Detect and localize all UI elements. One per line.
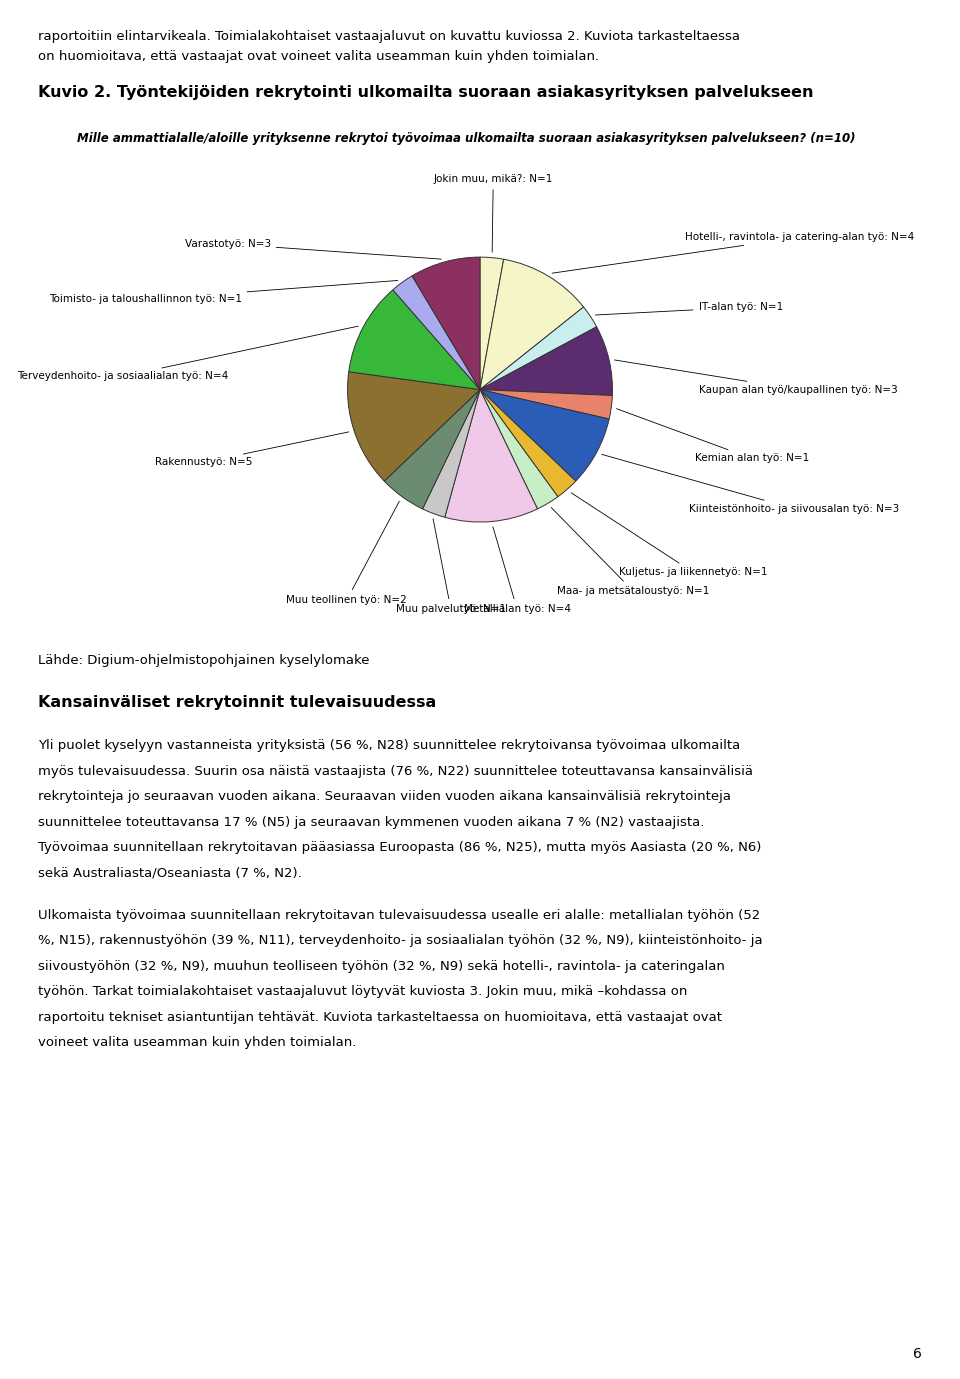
Wedge shape (480, 327, 612, 396)
Text: suunnittelee toteuttavansa 17 % (N5) ja seuraavan kymmenen vuoden aikana 7 % (N2: suunnittelee toteuttavansa 17 % (N5) ja … (38, 815, 705, 829)
Wedge shape (412, 256, 480, 389)
Text: on huomioitava, että vastaajat ovat voineet valita useamman kuin yhden toimialan: on huomioitava, että vastaajat ovat voin… (38, 50, 600, 62)
Text: Rakennustyö: N=5: Rakennustyö: N=5 (155, 432, 348, 467)
Text: Kemian alan työ: N=1: Kemian alan työ: N=1 (616, 408, 809, 463)
Text: Kiinteistönhoito- ja siivousalan työ: N=3: Kiinteistönhoito- ja siivousalan työ: N=… (602, 454, 900, 514)
Text: rekrytointeja jo seuraavan vuoden aikana. Seuraavan viiden vuoden aikana kansain: rekrytointeja jo seuraavan vuoden aikana… (38, 790, 732, 803)
Text: Kaupan alan työ/kaupallinen työ: N=3: Kaupan alan työ/kaupallinen työ: N=3 (614, 360, 898, 394)
Text: Yli puolet kyselyyn vastanneista yrityksistä (56 %, N28) suunnittelee rekrytoiva: Yli puolet kyselyyn vastanneista yrityks… (38, 739, 741, 752)
Wedge shape (444, 389, 538, 523)
Text: raportoitu tekniset asiantuntijan tehtävät. Kuviota tarkasteltaessa on huomioita: raportoitu tekniset asiantuntijan tehtäv… (38, 1011, 722, 1023)
Wedge shape (393, 276, 480, 389)
Text: Kuvio 2. Työntekijöiden rekrytointi ulkomailta suoraan asiakasyrityksen palveluk: Kuvio 2. Työntekijöiden rekrytointi ulko… (38, 85, 814, 101)
Text: Muu teollinen työ: N=2: Muu teollinen työ: N=2 (286, 502, 407, 605)
Text: Lähde: Digium-ohjelmistopohjainen kyselylomake: Lähde: Digium-ohjelmistopohjainen kysely… (38, 654, 370, 666)
Wedge shape (384, 389, 480, 509)
Wedge shape (480, 389, 610, 481)
Text: Metallialan työ: N=4: Metallialan työ: N=4 (464, 527, 570, 614)
Wedge shape (480, 259, 584, 389)
Text: Kuljetus- ja liikennetyö: N=1: Kuljetus- ja liikennetyö: N=1 (571, 492, 768, 578)
Text: Ulkomaista työvoimaa suunnitellaan rekrytoitavan tulevaisuudessa usealle eri ala: Ulkomaista työvoimaa suunnitellaan rekry… (38, 909, 760, 921)
Wedge shape (480, 389, 612, 419)
Text: Muu palvelutyö: N=1: Muu palvelutyö: N=1 (396, 519, 506, 614)
Text: sekä Australiasta/Oseaniasta (7 %, N2).: sekä Australiasta/Oseaniasta (7 %, N2). (38, 867, 302, 880)
Text: Toimisto- ja taloushallinnon työ: N=1: Toimisto- ja taloushallinnon työ: N=1 (49, 280, 397, 305)
Text: työhön. Tarkat toimialakohtaiset vastaajaluvut löytyvät kuviosta 3. Jokin muu, m: työhön. Tarkat toimialakohtaiset vastaaj… (38, 986, 687, 998)
Text: Jokin muu, mikä?: N=1: Jokin muu, mikä?: N=1 (434, 174, 553, 252)
Text: Kansainväliset rekrytoinnit tulevaisuudessa: Kansainväliset rekrytoinnit tulevaisuude… (38, 695, 437, 710)
Wedge shape (348, 372, 480, 481)
Text: Maa- ja metsätaloustyö: N=1: Maa- ja metsätaloustyö: N=1 (551, 507, 709, 596)
Text: Työvoimaa suunnitellaan rekrytoitavan pääasiassa Euroopasta (86 %, N25), mutta m: Työvoimaa suunnitellaan rekrytoitavan pä… (38, 841, 762, 854)
Wedge shape (348, 290, 480, 389)
Text: IT-alan työ: N=1: IT-alan työ: N=1 (595, 302, 782, 314)
Text: 6: 6 (913, 1347, 922, 1361)
Wedge shape (480, 389, 576, 496)
Text: %, N15), rakennustyöhön (39 %, N11), terveydenhoito- ja sosiaalialan työhön (32 : %, N15), rakennustyöhön (39 %, N11), ter… (38, 935, 763, 947)
Wedge shape (480, 256, 504, 389)
Text: raportoitiin elintarvikeala. Toimialakohtaiset vastaajaluvut on kuvattu kuviossa: raportoitiin elintarvikeala. Toimialakoh… (38, 30, 740, 43)
Wedge shape (480, 308, 597, 389)
Wedge shape (480, 389, 558, 509)
Text: Hotelli-, ravintola- ja catering-alan työ: N=4: Hotelli-, ravintola- ja catering-alan ty… (552, 232, 915, 273)
Text: Varastotyö: N=3: Varastotyö: N=3 (184, 239, 442, 259)
Text: voineet valita useamman kuin yhden toimialan.: voineet valita useamman kuin yhden toimi… (38, 1037, 357, 1049)
Text: myös tulevaisuudessa. Suurin osa näistä vastaajista (76 %, N22) suunnittelee tot: myös tulevaisuudessa. Suurin osa näistä … (38, 764, 754, 778)
Wedge shape (422, 389, 480, 517)
Text: Mille ammattialalle/aloille yrityksenne rekrytoi työvoimaa ulkomailta suoraan as: Mille ammattialalle/aloille yrityksenne … (77, 132, 855, 145)
Text: siivoustyöhön (32 %, N9), muuhun teolliseen työhön (32 %, N9) sekä hotelli-, rav: siivoustyöhön (32 %, N9), muuhun teollis… (38, 960, 725, 972)
Text: Terveydenhoito- ja sosiaalialan työ: N=4: Terveydenhoito- ja sosiaalialan työ: N=4 (17, 325, 358, 382)
